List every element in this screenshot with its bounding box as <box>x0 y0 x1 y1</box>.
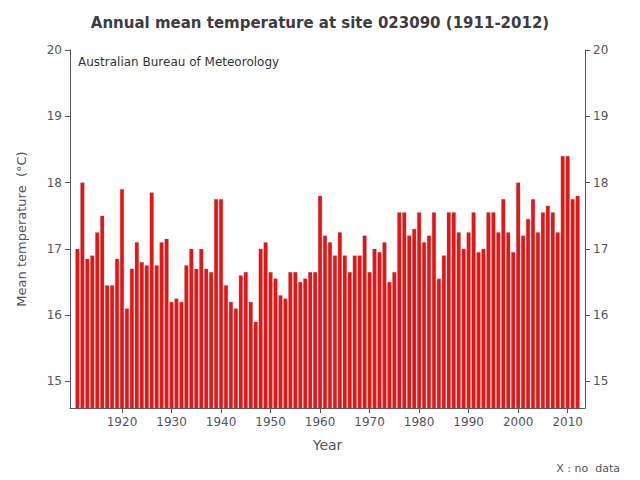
svg-text:2000: 2000 <box>503 415 534 429</box>
svg-text:Australian Bureau of Meteorolo: Australian Bureau of Meteorology <box>78 55 279 69</box>
svg-text:16: 16 <box>593 308 608 322</box>
svg-text:1990: 1990 <box>453 415 484 429</box>
svg-text:1970: 1970 <box>354 415 385 429</box>
svg-text:1980: 1980 <box>404 415 435 429</box>
svg-text:1920: 1920 <box>107 415 138 429</box>
svg-text:Year: Year <box>312 437 343 453</box>
svg-text:15: 15 <box>47 374 62 388</box>
svg-text:19: 19 <box>593 109 608 123</box>
svg-text:20: 20 <box>47 43 62 57</box>
svg-text:1930: 1930 <box>156 415 187 429</box>
svg-text:18: 18 <box>47 176 62 190</box>
svg-text:Mean temperature (°C): Mean temperature (°C) <box>14 151 29 306</box>
svg-text:18: 18 <box>593 176 608 190</box>
svg-text:X : no data: X : no data <box>556 462 620 475</box>
svg-text:2010: 2010 <box>552 415 583 429</box>
svg-text:1950: 1950 <box>255 415 286 429</box>
svg-text:1940: 1940 <box>206 415 237 429</box>
svg-text:19: 19 <box>47 109 62 123</box>
svg-text:16: 16 <box>47 308 62 322</box>
svg-text:1960: 1960 <box>305 415 336 429</box>
svg-text:17: 17 <box>47 242 62 256</box>
svg-text:20: 20 <box>593 43 608 57</box>
svg-text:15: 15 <box>593 374 608 388</box>
svg-text:Annual mean temperature at sit: Annual mean temperature at site 023090 (… <box>91 14 549 32</box>
svg-text:17: 17 <box>593 242 608 256</box>
